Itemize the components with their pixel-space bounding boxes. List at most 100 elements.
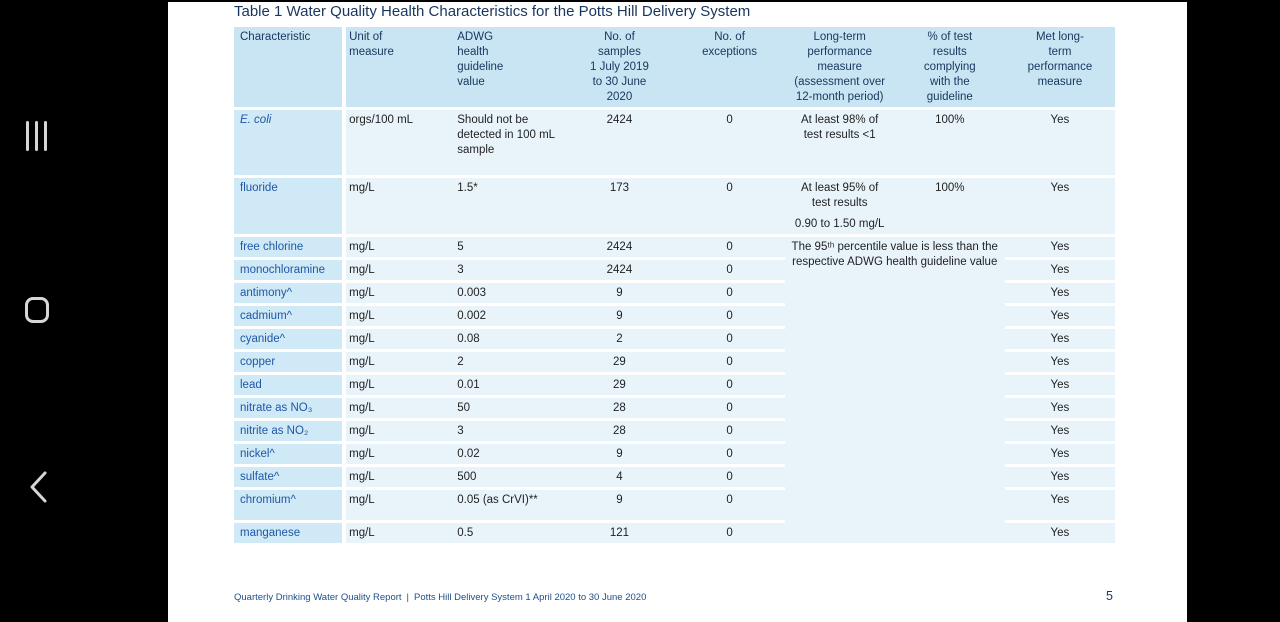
page-footer: Quarterly Drinking Water Quality Report |… bbox=[234, 592, 646, 603]
met-cell: Yes bbox=[1004, 419, 1115, 444]
characteristic-cell: fluoride bbox=[234, 176, 347, 237]
recent-apps-icon bbox=[26, 121, 29, 151]
samples-cell: 2424 bbox=[564, 235, 675, 260]
guideline-cell: 3 bbox=[454, 419, 565, 444]
complying-cell: 100% bbox=[894, 176, 1005, 237]
header-cell: % of test results complying with the gui… bbox=[894, 27, 1005, 110]
met-cell: Yes bbox=[1004, 235, 1115, 260]
exceptions-cell: 0 bbox=[674, 488, 785, 523]
met-cell: Yes bbox=[1004, 465, 1115, 490]
met-cell: Yes bbox=[1004, 281, 1115, 306]
samples-cell: 2424 bbox=[564, 258, 675, 283]
samples-cell: 9 bbox=[564, 304, 675, 329]
unit-cell: mg/L bbox=[344, 396, 455, 421]
unit-cell: mg/L bbox=[344, 488, 455, 523]
characteristic-cell: chromium^ bbox=[234, 488, 347, 523]
guideline-cell: 2 bbox=[454, 350, 565, 375]
table-row: nickel^ mg/L 0.02 9 0 Yes bbox=[234, 442, 1115, 467]
characteristic-cell: antimony^ bbox=[234, 281, 347, 306]
unit-cell: mg/L bbox=[344, 465, 455, 490]
header-row: Characteristic Unit of measure ADWG health… bbox=[234, 27, 1115, 110]
characteristic-cell: nickel^ bbox=[234, 442, 347, 467]
met-cell: Yes bbox=[1004, 327, 1115, 352]
met-cell: Yes bbox=[1004, 108, 1115, 178]
samples-cell: 2 bbox=[564, 327, 675, 352]
merged-note-cell: The 95ᵗʰ percentile value is less than t… bbox=[784, 235, 1005, 546]
guideline-cell: 3 bbox=[454, 258, 565, 283]
exceptions-cell: 0 bbox=[674, 442, 785, 467]
table-row: sulfate^ mg/L 500 4 0 Yes bbox=[234, 465, 1115, 490]
water-quality-table-wrap: Characteristic Unit of measure ADWG health… bbox=[234, 27, 1115, 546]
table-title: Table 1 Water Quality Health Characteris… bbox=[234, 3, 751, 20]
header-cell: Met long-term performance measure bbox=[1004, 27, 1115, 110]
recent-apps-button[interactable] bbox=[26, 121, 47, 151]
samples-cell: 28 bbox=[564, 396, 675, 421]
header-cell: Long-term performance measure (assessmen… bbox=[784, 27, 895, 110]
home-button[interactable] bbox=[25, 297, 49, 323]
exceptions-cell: 0 bbox=[674, 350, 785, 375]
exceptions-cell: 0 bbox=[674, 373, 785, 398]
met-cell: Yes bbox=[1004, 304, 1115, 329]
table-row: fluoride mg/L 1.5* 173 0 At least 95% of test… bbox=[234, 176, 1115, 237]
guideline-cell: 0.08 bbox=[454, 327, 565, 352]
guideline-cell: 5 bbox=[454, 235, 565, 260]
characteristic-cell: lead bbox=[234, 373, 347, 398]
unit-cell: mg/L bbox=[344, 304, 455, 329]
back-button[interactable] bbox=[27, 470, 51, 509]
page-top-edge bbox=[168, 0, 1187, 2]
unit-cell: mg/L bbox=[344, 442, 455, 467]
characteristic-cell: monochloramine bbox=[234, 258, 347, 283]
samples-cell: 29 bbox=[564, 350, 675, 375]
complying-cell: 100% bbox=[894, 108, 1005, 178]
met-cell: Yes bbox=[1004, 396, 1115, 421]
guideline-cell: 0.02 bbox=[454, 442, 565, 467]
unit-cell: mg/L bbox=[344, 258, 455, 283]
guideline-cell: 500 bbox=[454, 465, 565, 490]
table-row: antimony^ mg/L 0.003 9 0 Yes bbox=[234, 281, 1115, 306]
guideline-cell: 0.05 (as CrVI)** bbox=[454, 488, 565, 523]
guideline-cell: 0.01 bbox=[454, 373, 565, 398]
guideline-cell: 0.002 bbox=[454, 304, 565, 329]
unit-cell: orgs/100 mL bbox=[344, 108, 455, 178]
met-cell: Yes bbox=[1004, 350, 1115, 375]
samples-cell: 9 bbox=[564, 488, 675, 523]
footer-report-name: Quarterly Drinking Water Quality Report bbox=[234, 592, 402, 603]
guideline-cell: 0.003 bbox=[454, 281, 565, 306]
samples-cell: 4 bbox=[564, 465, 675, 490]
characteristic-cell: sulfate^ bbox=[234, 465, 347, 490]
samples-cell: 9 bbox=[564, 281, 675, 306]
characteristic-cell: E. coli bbox=[234, 108, 347, 178]
table-row: lead mg/L 0.01 29 0 Yes bbox=[234, 373, 1115, 398]
guideline-cell: 1.5* bbox=[454, 176, 565, 237]
exceptions-cell: 0 bbox=[674, 176, 785, 237]
characteristic-cell: free chlorine bbox=[234, 235, 347, 260]
page-number: 5 bbox=[1106, 589, 1113, 603]
header-cell: No. of samples 1 July 2019 to 30 June 202… bbox=[564, 27, 675, 110]
table-row: E. coli orgs/100 mL Should not be detected… bbox=[234, 108, 1115, 178]
table-row: monochloramine mg/L 3 2424 0 Yes bbox=[234, 258, 1115, 283]
table-header: Characteristic Unit of measure ADWG health… bbox=[234, 27, 1115, 110]
samples-cell: 28 bbox=[564, 419, 675, 444]
guideline-cell: 50 bbox=[454, 396, 565, 421]
met-cell: Yes bbox=[1004, 521, 1115, 546]
guideline-cell: Should not be detected in 100 mL sample bbox=[454, 108, 565, 178]
table-row: chromium^ mg/L 0.05 (as CrVI)** 9 0 Yes bbox=[234, 488, 1115, 523]
table-row: cadmium^ mg/L 0.002 9 0 Yes bbox=[234, 304, 1115, 329]
characteristic-cell: cyanide^ bbox=[234, 327, 347, 352]
met-cell: Yes bbox=[1004, 258, 1115, 283]
exceptions-cell: 0 bbox=[674, 465, 785, 490]
unit-cell: mg/L bbox=[344, 373, 455, 398]
unit-cell: mg/L bbox=[344, 281, 455, 306]
table-row: cyanide^ mg/L 0.08 2 0 Yes bbox=[234, 327, 1115, 352]
unit-cell: mg/L bbox=[344, 235, 455, 260]
longterm-cell: At least 98% of test results <1 bbox=[784, 108, 895, 178]
samples-cell: 29 bbox=[564, 373, 675, 398]
header-cell: Characteristic bbox=[234, 27, 347, 110]
characteristic-cell: nitrite as NO₂ bbox=[234, 419, 347, 444]
exceptions-cell: 0 bbox=[674, 396, 785, 421]
characteristic-cell: cadmium^ bbox=[234, 304, 347, 329]
table-row: manganese mg/L 0.5 121 0 Yes bbox=[234, 521, 1115, 546]
table-body: E. coli orgs/100 mL Should not be detected… bbox=[234, 108, 1115, 546]
met-cell: Yes bbox=[1004, 442, 1115, 467]
samples-cell: 2424 bbox=[564, 108, 675, 178]
